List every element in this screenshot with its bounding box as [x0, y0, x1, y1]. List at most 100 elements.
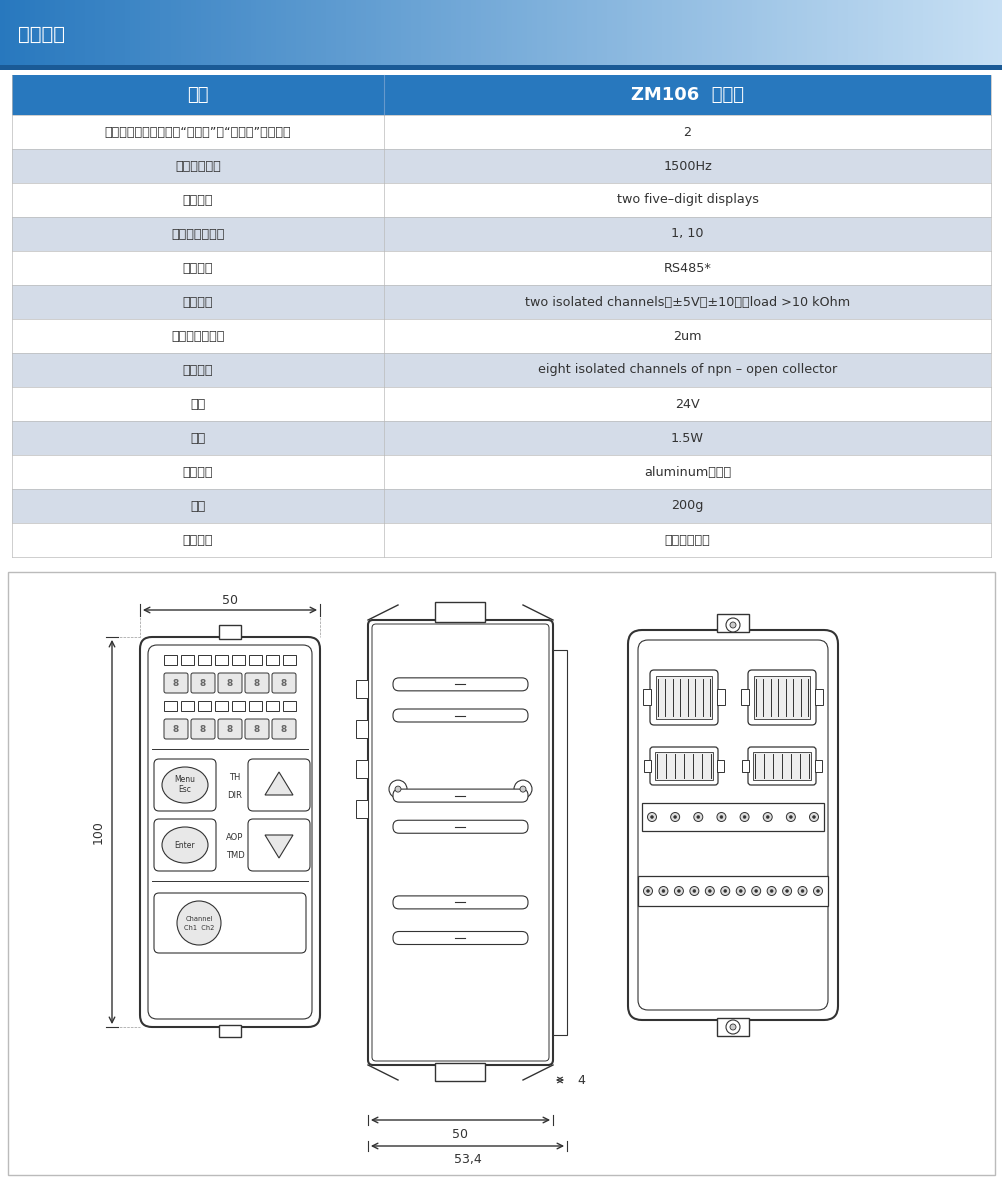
Bar	[250, 0, 257, 65]
FancyBboxPatch shape	[164, 719, 187, 739]
Text: Channel: Channel	[185, 916, 212, 922]
Bar	[721, 0, 727, 65]
Bar	[772, 0, 778, 65]
Circle shape	[729, 622, 735, 628]
Bar	[942, 0, 948, 65]
Bar	[401, 0, 407, 65]
Bar	[311, 0, 317, 65]
Text: eight isolated channels of npn – open collector: eight isolated channels of npn – open co…	[537, 364, 837, 377]
Circle shape	[816, 889, 819, 893]
Bar	[12, 252, 990, 285]
Bar	[762, 0, 768, 65]
Bar	[115, 0, 121, 65]
Bar	[286, 0, 292, 65]
Bar	[60, 0, 66, 65]
Bar	[706, 0, 712, 65]
Bar	[130, 0, 136, 65]
Bar	[95, 0, 101, 65]
Bar	[456, 0, 462, 65]
Bar	[185, 0, 191, 65]
Text: 安装尺寸: 安装尺寸	[182, 534, 213, 547]
Bar	[922, 0, 928, 65]
Circle shape	[676, 889, 679, 893]
Bar	[421, 0, 427, 65]
Circle shape	[725, 618, 739, 632]
Bar	[218, 625, 240, 639]
Bar	[283, 655, 296, 665]
Bar	[145, 0, 151, 65]
Bar	[506, 0, 512, 65]
Bar	[446, 0, 452, 65]
FancyBboxPatch shape	[244, 673, 269, 693]
Text: 型号: 型号	[187, 86, 208, 104]
Bar	[822, 0, 828, 65]
Ellipse shape	[162, 766, 207, 803]
Bar	[642, 689, 650, 705]
Bar	[586, 0, 592, 65]
Bar	[35, 0, 41, 65]
Bar	[767, 0, 773, 65]
Bar	[381, 0, 387, 65]
Bar	[643, 761, 650, 772]
Bar	[987, 0, 993, 65]
Bar	[912, 0, 918, 65]
Bar	[654, 752, 712, 779]
Bar	[741, 761, 748, 772]
Bar	[90, 0, 96, 65]
Bar	[476, 0, 482, 65]
Bar	[10, 0, 16, 65]
Bar	[591, 0, 597, 65]
Bar	[180, 702, 193, 711]
Bar	[541, 0, 547, 65]
Circle shape	[719, 816, 722, 818]
FancyBboxPatch shape	[393, 821, 527, 834]
Text: 数字显示分辨率: 数字显示分辨率	[171, 228, 224, 241]
Circle shape	[750, 887, 760, 895]
FancyBboxPatch shape	[627, 629, 837, 1020]
Bar	[552, 650, 566, 1035]
Circle shape	[720, 887, 729, 895]
Bar	[902, 0, 908, 65]
Bar	[240, 0, 246, 65]
Text: Esc: Esc	[178, 785, 191, 795]
Bar	[431, 0, 437, 65]
Text: 2um: 2um	[672, 329, 701, 342]
Bar	[812, 0, 818, 65]
Text: 8: 8	[199, 679, 206, 687]
Bar	[210, 0, 216, 65]
Bar	[491, 0, 497, 65]
Bar	[471, 0, 477, 65]
Bar	[205, 0, 211, 65]
Bar	[200, 0, 206, 65]
Bar	[967, 0, 973, 65]
Bar	[197, 702, 210, 711]
Text: 技术规格: 技术规格	[18, 25, 65, 44]
Bar	[862, 0, 868, 65]
Bar	[85, 0, 91, 65]
Text: 8: 8	[172, 724, 179, 733]
Bar	[461, 0, 467, 65]
Circle shape	[786, 813, 795, 822]
Text: 4: 4	[576, 1074, 584, 1087]
Bar	[972, 0, 978, 65]
Text: 8: 8	[281, 724, 287, 733]
Polygon shape	[265, 772, 293, 795]
Text: 数字显示: 数字显示	[182, 194, 213, 207]
Bar	[556, 0, 562, 65]
Bar	[356, 0, 362, 65]
Bar	[296, 0, 302, 65]
Bar	[932, 0, 938, 65]
Text: 模拟输出分辨率: 模拟输出分辨率	[171, 329, 224, 342]
Bar	[12, 523, 990, 557]
Bar	[571, 0, 577, 65]
Circle shape	[798, 887, 807, 895]
Bar	[356, 680, 368, 698]
Bar	[807, 0, 813, 65]
FancyBboxPatch shape	[247, 759, 310, 811]
Bar	[170, 0, 176, 65]
Bar	[877, 0, 883, 65]
Text: two five–digit displays: two five–digit displays	[616, 194, 758, 207]
Bar	[70, 0, 76, 65]
Circle shape	[647, 813, 656, 822]
Bar	[0, 65, 1002, 70]
